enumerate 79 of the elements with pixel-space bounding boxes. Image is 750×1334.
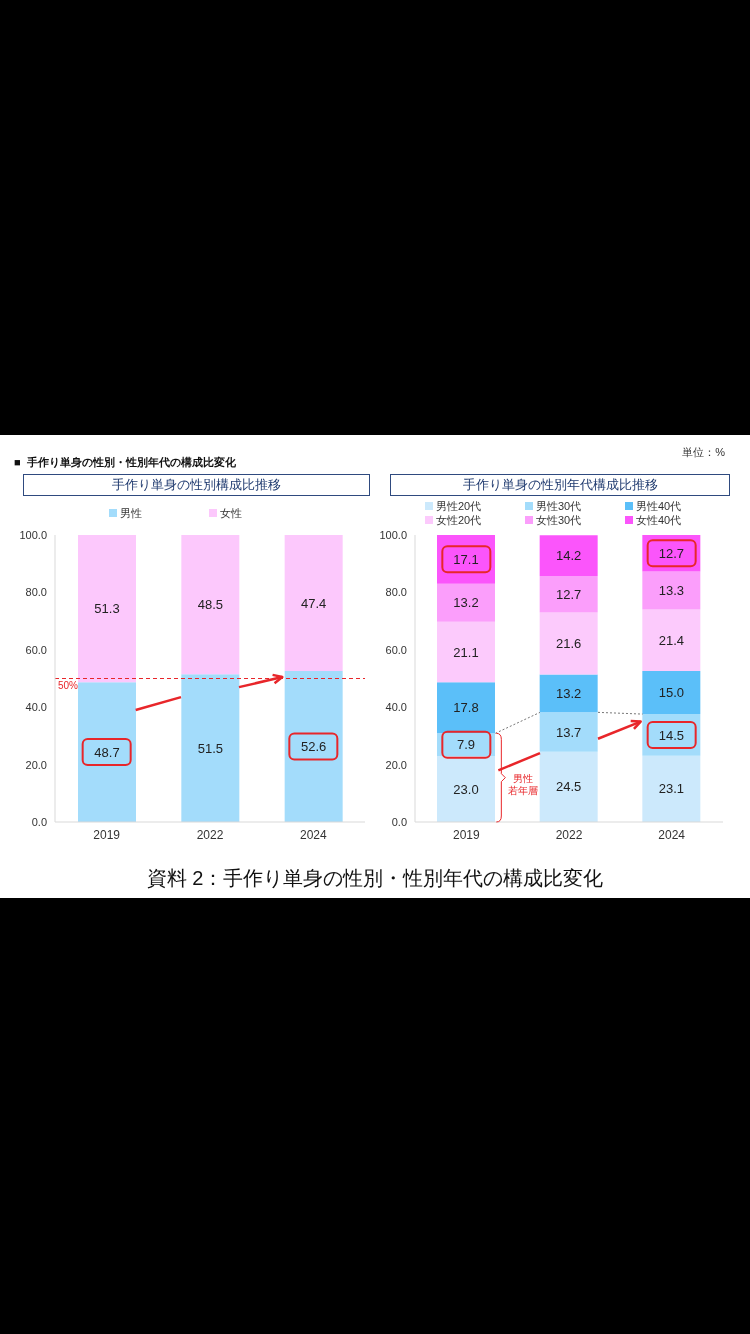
data-label: 17.1 <box>453 552 479 568</box>
bar <box>539 751 598 822</box>
bar <box>284 671 343 822</box>
chart-title: 手作り単身の性別年代構成比推移 <box>390 474 730 496</box>
data-label: 23.1 <box>658 781 684 797</box>
x-tick-label: 2022 <box>196 827 224 842</box>
data-label: 21.1 <box>453 644 479 660</box>
x-tick-label: 2022 <box>555 827 583 842</box>
bar <box>437 583 495 622</box>
bar <box>437 682 495 734</box>
bar <box>437 535 495 584</box>
data-label: 47.4 <box>301 595 327 611</box>
y-tick-label: 20.0 <box>25 758 47 771</box>
bar <box>539 535 598 577</box>
legend-label: 男性20代 <box>435 499 483 513</box>
data-label: 13.3 <box>658 583 684 599</box>
bar <box>181 535 240 675</box>
bar <box>437 621 495 683</box>
data-label: 48.5 <box>197 597 223 613</box>
annotation: 若年層 <box>508 784 539 796</box>
data-label: 14.2 <box>556 548 582 564</box>
legend-label: 女性20代 <box>435 513 483 527</box>
bar <box>539 674 598 713</box>
y-tick-label: 40.0 <box>385 701 407 714</box>
legend-label: 男性40代 <box>635 499 683 513</box>
data-label: 12.7 <box>658 545 684 561</box>
text: ■ 手作り単身の性別・性別年代の構成比変化 <box>14 455 236 470</box>
data-label: 13.2 <box>556 686 582 702</box>
bar <box>642 571 701 610</box>
data-label: 12.7 <box>556 586 582 602</box>
bar <box>437 755 495 822</box>
y-tick-label: 0.0 <box>31 815 47 828</box>
y-tick-label: 20.0 <box>385 758 407 771</box>
legend-label: 男性30代 <box>535 499 583 513</box>
data-label: 13.2 <box>453 595 479 611</box>
y-tick-label: 100.0 <box>379 528 407 541</box>
legend-label: 男性 <box>119 506 143 520</box>
data-label: 13.7 <box>556 724 582 740</box>
y-tick-label: 60.0 <box>385 643 407 656</box>
bar <box>181 674 240 822</box>
data-label: 17.8 <box>453 700 479 716</box>
data-label: 23.0 <box>453 781 479 797</box>
y-tick-label: 80.0 <box>25 586 47 599</box>
text: 資料 2：手作り単身の性別・性別年代の構成比変化 <box>145 866 605 891</box>
data-label: 15.0 <box>658 685 684 701</box>
chart-title: 手作り単身の性別構成比推移 <box>23 474 370 496</box>
data-label: 24.5 <box>556 779 582 795</box>
data-label: 51.3 <box>94 601 120 617</box>
x-tick-label: 2019 <box>93 827 121 842</box>
y-tick-label: 40.0 <box>25 701 47 714</box>
data-label: 21.4 <box>658 632 684 648</box>
legend-label: 女性 <box>219 506 243 520</box>
bar <box>78 535 136 683</box>
data-label: 51.5 <box>197 740 223 756</box>
bar <box>642 755 701 822</box>
data-label: 21.6 <box>556 636 582 652</box>
y-tick-label: 60.0 <box>25 643 47 656</box>
bar <box>539 712 598 752</box>
x-tick-label: 2024 <box>658 827 686 842</box>
bar <box>642 671 701 715</box>
bar <box>78 682 136 822</box>
bar <box>539 612 598 675</box>
annotation: 男性 <box>513 772 534 784</box>
data-label: 52.6 <box>301 739 327 755</box>
data-label: 14.5 <box>658 727 684 743</box>
y-tick-label: 100.0 <box>19 528 47 541</box>
text: 単位：% <box>682 445 725 460</box>
bar <box>642 609 701 672</box>
y-tick-label: 80.0 <box>385 586 407 599</box>
legend-label: 女性30代 <box>535 513 583 527</box>
bar <box>539 576 598 613</box>
y-tick-label: 0.0 <box>391 815 407 828</box>
data-label: 7.9 <box>456 737 476 753</box>
data-label: 48.7 <box>94 744 120 760</box>
x-tick-label: 2024 <box>299 827 327 842</box>
ref-line-label: 50% <box>58 679 79 691</box>
bar <box>284 535 343 672</box>
legend-label: 女性40代 <box>635 513 683 527</box>
x-tick-label: 2019 <box>452 827 480 842</box>
